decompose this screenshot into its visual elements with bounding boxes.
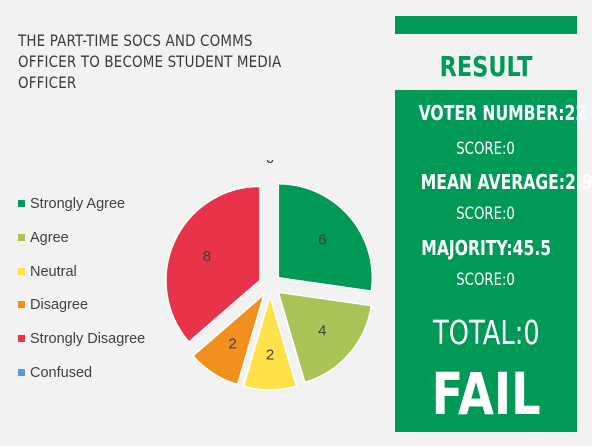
legend-swatch: [18, 268, 25, 275]
legend-swatch: [18, 234, 25, 241]
pie-chart: 6 4 2 2 8 0: [165, 160, 374, 391]
legend-label: Neutral: [30, 264, 77, 280]
pie-slice-strongly-agree: [277, 183, 374, 293]
result-heading: RESULT: [439, 50, 533, 83]
legend-swatch: [18, 301, 25, 308]
legend-label: Strongly Disagree: [30, 331, 146, 347]
total-score: TOTAL:0: [432, 313, 540, 352]
verdict: FAIL: [431, 360, 541, 428]
pie-slice-agree: [277, 291, 373, 384]
legend-swatch: [18, 335, 25, 342]
data-label-strongly-agree: 6: [318, 232, 326, 249]
data-label-agree: 4: [318, 322, 326, 339]
voter-number-score: SCORE:0: [456, 139, 516, 159]
data-label-disagree: 2: [228, 335, 236, 352]
chart-title: THE PART-TIME SOCS AND COMMS OFFICER TO …: [18, 31, 282, 92]
majority: MAJORITY:45.5: [421, 236, 551, 260]
mean-average-score: SCORE:0: [456, 204, 516, 224]
legend-label: Agree: [30, 230, 69, 246]
pie-slice-disagree: [191, 292, 266, 386]
majority-score: SCORE:0: [456, 270, 516, 290]
pie-slice-strongly-disagree: [165, 185, 261, 344]
data-label-strongly-disagree: 8: [203, 248, 211, 265]
legend-swatch: [18, 369, 25, 376]
voter-number: VOTER NUMBER:22: [418, 101, 587, 125]
pie-slice-neutral: [242, 293, 298, 391]
result-header: RESULT: [395, 34, 577, 90]
legend-label: Disagree: [30, 297, 89, 313]
result-panel-tab: [395, 16, 577, 34]
legend-label: Strongly Agree: [30, 196, 126, 212]
mean-average: MEAN AVERAGE:2.91: [420, 170, 592, 194]
legend-swatch: [18, 200, 25, 207]
legend-label: Confused: [30, 365, 93, 381]
data-label-confused: 0: [266, 160, 274, 167]
data-label-neutral: 2: [266, 346, 274, 363]
